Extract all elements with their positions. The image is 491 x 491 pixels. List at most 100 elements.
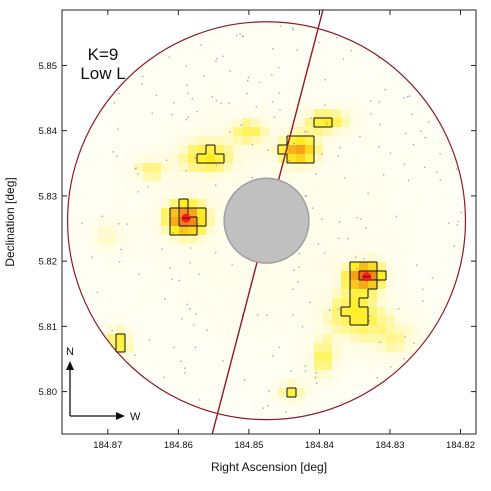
heatmap-cell [323, 181, 333, 191]
y-tick-label: 5.80 [39, 387, 58, 398]
heatmap-cell [242, 91, 252, 101]
heatmap-cell [368, 109, 378, 119]
scatter-point [96, 291, 99, 294]
heatmap-cell [395, 118, 405, 128]
heatmap-cell [125, 334, 135, 344]
heatmap-cell [233, 64, 243, 74]
scatter-point [178, 279, 181, 282]
heatmap-cell [269, 271, 279, 281]
heatmap-cell [314, 91, 324, 101]
heatmap-cell [359, 370, 369, 380]
heatmap-cell [305, 172, 315, 182]
scatter-point [272, 48, 274, 50]
heatmap-cell [287, 307, 297, 317]
heatmap-cell [440, 136, 450, 146]
heatmap-cell [188, 55, 198, 65]
heatmap-cell [233, 145, 243, 155]
heatmap-cell [116, 154, 126, 164]
heatmap-cell [98, 154, 108, 164]
heatmap-cell [296, 172, 306, 182]
heatmap-cell [161, 235, 171, 245]
heatmap-cell [377, 280, 387, 290]
heatmap-cell [314, 109, 324, 119]
heatmap-cell [143, 271, 153, 281]
heatmap-cell [386, 325, 396, 335]
heatmap-cell [449, 235, 459, 245]
heatmap-cell [350, 235, 360, 245]
scatter-point [316, 382, 318, 384]
scatter-point [172, 232, 174, 234]
heatmap-cell [170, 352, 180, 362]
heatmap-cell [278, 388, 288, 398]
heatmap-cell [224, 154, 234, 164]
heatmap-cell [116, 343, 126, 353]
heatmap-cell [368, 226, 378, 236]
heatmap-cell [242, 127, 252, 137]
heatmap-cell [206, 190, 216, 200]
scatter-point [134, 354, 136, 357]
scatter-point [163, 376, 166, 379]
heatmap-cell [314, 352, 324, 362]
heatmap-cell [395, 199, 405, 209]
scatter-point [370, 113, 372, 115]
heatmap-cell [152, 244, 162, 254]
heatmap-cell [152, 334, 162, 344]
heatmap-cell [134, 253, 144, 263]
heatmap-cell [80, 199, 90, 209]
heatmap-cell [386, 136, 396, 146]
heatmap-cell [395, 334, 405, 344]
heatmap-cell [206, 208, 216, 218]
heatmap-cell [395, 181, 405, 191]
heatmap-cell [377, 352, 387, 362]
heatmap-cell [224, 91, 234, 101]
heatmap-cell [71, 235, 81, 245]
heatmap-cell [125, 352, 135, 362]
heatmap-cell [269, 145, 279, 155]
heatmap-cell [413, 262, 423, 272]
heatmap-cell [224, 361, 234, 371]
heatmap-cell [368, 73, 378, 83]
heatmap-cell [323, 109, 333, 119]
heatmap-cell [152, 226, 162, 236]
scatter-point [229, 70, 231, 73]
heatmap-cell [287, 154, 297, 164]
plot-area [62, 10, 476, 434]
heatmap-cell [260, 127, 270, 137]
heatmap-cell [143, 199, 153, 209]
heatmap-cell [413, 109, 423, 119]
heatmap-cell [287, 100, 297, 110]
heatmap-cell [125, 100, 135, 110]
heatmap-cell [350, 379, 360, 389]
heatmap-cell [422, 226, 432, 236]
heatmap-cell [296, 154, 306, 164]
heatmap-cell [314, 145, 324, 155]
scatter-point [460, 211, 463, 214]
heatmap-cell [242, 397, 252, 407]
heatmap-cell [359, 253, 369, 263]
heatmap-cell [233, 280, 243, 290]
heatmap-cell [269, 334, 279, 344]
heatmap-cell [116, 298, 126, 308]
heatmap-cell [71, 208, 81, 218]
heatmap-cell [233, 307, 243, 317]
heatmap-cell [134, 100, 144, 110]
heatmap-cell [206, 46, 216, 56]
scatter-point [293, 142, 295, 145]
heatmap-cell [368, 262, 378, 272]
heatmap-cell [215, 118, 225, 128]
heatmap-cell [89, 163, 99, 173]
heatmap-cell [422, 208, 432, 218]
heatmap-cell [422, 307, 432, 317]
heatmap-cell [431, 253, 441, 263]
heatmap-cell [359, 46, 369, 56]
heatmap-cell [386, 172, 396, 182]
heatmap-cell [98, 145, 108, 155]
heatmap-cell [197, 253, 207, 263]
heatmap-cell [161, 55, 171, 65]
heatmap-cell [107, 145, 117, 155]
heatmap-cell [215, 55, 225, 65]
heatmap-cell [323, 154, 333, 164]
heatmap-cell [314, 163, 324, 173]
heatmap-cell [386, 244, 396, 254]
heatmap-cell [224, 55, 234, 65]
